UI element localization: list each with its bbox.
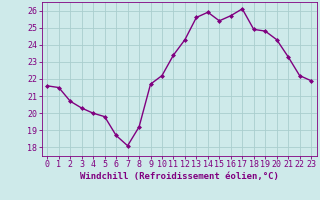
X-axis label: Windchill (Refroidissement éolien,°C): Windchill (Refroidissement éolien,°C) <box>80 172 279 181</box>
